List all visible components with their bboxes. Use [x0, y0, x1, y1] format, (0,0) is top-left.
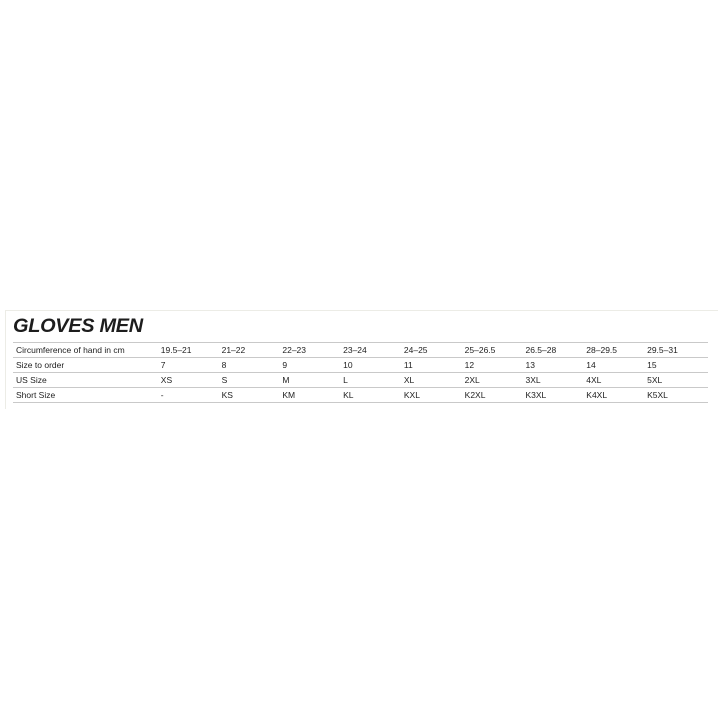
- table-cell: 8: [221, 357, 283, 373]
- table-cell: 14: [586, 357, 648, 373]
- table-cell: K5XL: [647, 387, 708, 403]
- table-cell: KL: [343, 387, 404, 403]
- size-table: Circumference of hand in cm 19.5–21 21–22 2…: [13, 342, 708, 403]
- table-cell: 19.5–21: [160, 342, 222, 358]
- table-row: Short Size - KS KM KL KXL K2XL K3XL K4XL K5XL: [13, 387, 708, 403]
- row-label: Circumference of hand in cm: [13, 342, 161, 358]
- table-cell: XL: [403, 372, 465, 388]
- table-cell: 13: [525, 357, 587, 373]
- table-cell: 9: [282, 357, 344, 373]
- table-cell: 28–29.5: [586, 342, 648, 358]
- table-cell: XS: [160, 372, 222, 388]
- table-cell: 21–22: [221, 342, 283, 358]
- row-label: US Size: [13, 372, 161, 388]
- table-cell: 23–24: [343, 342, 404, 358]
- table-cell: 10: [343, 357, 404, 373]
- table-cell: 25–26.5: [464, 342, 526, 358]
- table-cell: 12: [464, 357, 526, 373]
- table-cell: 22–23: [282, 342, 344, 358]
- row-label: Size to order: [13, 357, 161, 373]
- table-cell: 26.5–28: [525, 342, 587, 358]
- page-title: GLOVES MEN: [13, 316, 143, 337]
- table-row: Size to order 7 8 9 10 11 12 13 14 15: [13, 357, 708, 373]
- table-row: US Size XS S M L XL 2XL 3XL 4XL 5XL: [13, 372, 708, 388]
- table-cell: K4XL: [586, 387, 648, 403]
- table-cell: K3XL: [525, 387, 587, 403]
- table-cell: KM: [282, 387, 344, 403]
- table-cell: K2XL: [464, 387, 526, 403]
- table-cell: 4XL: [586, 372, 648, 388]
- chart-frame: [5, 310, 718, 409]
- table-cell: 2XL: [464, 372, 526, 388]
- table-cell: 24–25: [403, 342, 465, 358]
- table-cell: -: [160, 387, 222, 403]
- row-label: Short Size: [13, 387, 161, 403]
- table-cell: 29.5–31: [647, 342, 708, 358]
- table-row: Circumference of hand in cm 19.5–21 21–22 2…: [13, 342, 708, 358]
- table-cell: 7: [160, 357, 222, 373]
- table-cell: KXL: [403, 387, 465, 403]
- table-cell: 3XL: [525, 372, 587, 388]
- table-cell: 5XL: [647, 372, 708, 388]
- table-cell: 11: [403, 357, 465, 373]
- table-cell: 15: [647, 357, 708, 373]
- table-cell: M: [282, 372, 344, 388]
- table-cell: KS: [221, 387, 283, 403]
- table-cell: L: [343, 372, 404, 388]
- table-cell: S: [221, 372, 283, 388]
